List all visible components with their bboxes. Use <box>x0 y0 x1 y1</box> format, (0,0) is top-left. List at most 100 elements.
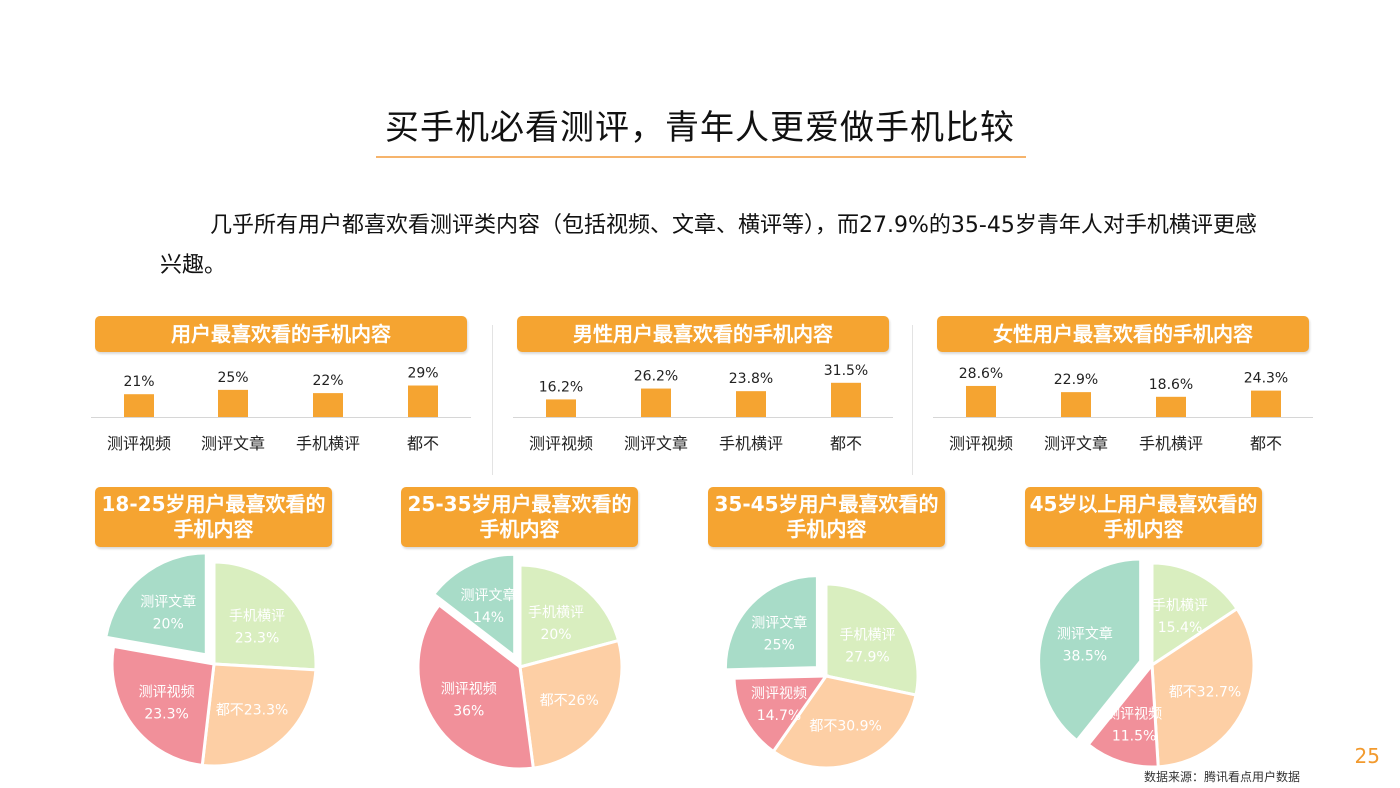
pie-slice-value: 23.3% <box>235 630 279 646</box>
bar <box>313 393 343 417</box>
bar-category-label: 手机横评 <box>296 434 360 453</box>
pie-slice-label: 手机横评 <box>1152 598 1208 614</box>
pie-chart-title-18-25: 18-25岁用户最喜欢看的 手机内容 <box>95 487 332 547</box>
bar-category-label: 测评视频 <box>107 434 171 453</box>
pie-slice-label: 测评视频 <box>751 686 807 702</box>
bar-value-label: 28.6% <box>959 366 1003 382</box>
bar <box>408 385 438 417</box>
pie-slice-value: 25% <box>764 637 795 653</box>
bar-value-label: 26.2% <box>634 369 678 385</box>
pie-slice <box>1086 661 1160 769</box>
bar-category-label: 测评文章 <box>624 434 688 453</box>
bar-value-label: 16.2% <box>539 379 583 395</box>
pie-title-line: 35-45岁用户最喜欢看的 <box>714 492 939 516</box>
pie-slice-value: 36% <box>453 704 484 720</box>
bar <box>1061 392 1091 417</box>
pie-slice-value: 14% <box>473 610 504 626</box>
pie-chart-title-45-plus: 45岁以上用户最喜欢看的 手机内容 <box>1025 487 1262 547</box>
separator <box>492 325 493 475</box>
pie-slice-label: 测评文章 <box>751 614 807 631</box>
pie-slice-label: 都不23.3% <box>216 702 288 718</box>
bar-value-label: 22.9% <box>1054 372 1098 388</box>
pie-slice-value: 20% <box>153 617 184 633</box>
pie-title-line: 18-25岁用户最喜欢看的 <box>101 492 326 516</box>
bar <box>1251 390 1281 417</box>
pie-slice-label: 都不30.9% <box>809 719 881 735</box>
pie-slice-label: 手机横评 <box>839 627 895 643</box>
bar <box>218 389 248 417</box>
pie-slice <box>416 602 535 771</box>
pie-slice-label: 手机横评 <box>528 605 584 621</box>
pie-slice-value: 27.9% <box>845 649 889 665</box>
pie-slice-value: 14.7% <box>757 708 801 724</box>
pie-slice <box>1150 606 1256 769</box>
pie-slice-value: 15.4% <box>1158 620 1202 636</box>
pie-slice <box>771 674 918 770</box>
pie-slice <box>104 551 208 657</box>
pie-slice-value: 20% <box>540 627 571 643</box>
pie-slice <box>110 644 216 767</box>
bar <box>1156 396 1186 417</box>
bar <box>546 399 576 417</box>
intro-paragraph: 几乎所有用户都喜欢看测评类内容（包括视频、文章、横评等），而27.9%的35-4… <box>160 213 1257 278</box>
pie-title-line: 25-35岁用户最喜欢看的 <box>407 492 632 516</box>
pie-slice-label: 测评文章 <box>1057 625 1113 642</box>
data-source-note: 数据来源：腾讯看点用户数据 <box>1143 770 1300 784</box>
bar <box>831 382 861 417</box>
bar-value-label: 31.5% <box>824 363 868 379</box>
pie-slice-value: 38.5% <box>1063 648 1107 664</box>
pie-slice <box>1037 557 1143 743</box>
bar-category-label: 测评视频 <box>949 434 1013 453</box>
bar-value-label: 24.3% <box>1244 371 1288 387</box>
bar-category-label: 测评视频 <box>529 434 593 453</box>
pie-title-line: 手机内容 <box>786 517 867 541</box>
bar-category-label: 手机横评 <box>1139 434 1203 453</box>
pie-slice-value: 11.5% <box>1112 728 1156 744</box>
pie-slice <box>431 552 517 660</box>
pie-slice-label: 都不32.7% <box>1169 684 1241 700</box>
page-number: 25 <box>1354 744 1380 768</box>
bar-chart-title-female: 女性用户最喜欢看的手机内容 <box>937 316 1309 352</box>
pie-slice-label: 测评视频 <box>139 684 195 700</box>
bar-category-label: 都不 <box>1250 434 1282 453</box>
pie-slice <box>824 582 920 697</box>
pie-slice-label: 手机横评 <box>229 608 285 624</box>
bar-value-label: 21% <box>123 374 154 390</box>
bar-value-label: 22% <box>312 373 343 389</box>
pie-slice-label: 测评文章 <box>140 594 196 611</box>
pie-slice <box>723 574 819 672</box>
title-underline <box>376 156 1026 158</box>
bar-category-label: 测评文章 <box>1044 434 1108 453</box>
pie-slice-label: 测评视频 <box>1106 706 1162 722</box>
pie-slice <box>518 638 624 770</box>
page-title: 买手机必看测评，青年人更爱做手机比较 <box>385 108 1015 148</box>
pie-title-line: 45岁以上用户最喜欢看的 <box>1029 492 1258 516</box>
bar-value-label: 18.6% <box>1149 377 1193 393</box>
bar-category-label: 测评文章 <box>201 434 265 453</box>
bar <box>641 388 671 417</box>
bar-chart-title-all: 用户最喜欢看的手机内容 <box>95 316 467 352</box>
bar-value-label: 25% <box>217 370 248 386</box>
bar-category-label: 都不 <box>407 434 439 453</box>
bar-value-label: 29% <box>407 366 438 382</box>
pie-slice-label: 都不26% <box>540 693 599 709</box>
bar <box>966 385 996 417</box>
bar <box>124 394 154 417</box>
pie-slice <box>732 674 829 754</box>
pie-slice-label: 测评文章 <box>461 587 517 604</box>
separator <box>912 325 913 475</box>
pie-slice <box>200 662 318 768</box>
pie-slice-label: 测评视频 <box>441 682 497 698</box>
bar <box>736 391 766 417</box>
pie-slice <box>212 560 318 672</box>
bar-chart-title-male: 男性用户最喜欢看的手机内容 <box>517 316 889 352</box>
bar-category-label: 手机横评 <box>719 434 783 453</box>
pie-chart-title-25-35: 25-35岁用户最喜欢看的 手机内容 <box>401 487 638 547</box>
bar-category-label: 都不 <box>830 434 862 453</box>
pie-slice <box>1150 561 1240 668</box>
pie-title-line: 手机内容 <box>173 517 254 541</box>
pie-chart-title-35-45: 35-45岁用户最喜欢看的 手机内容 <box>708 487 945 547</box>
pie-title-line: 手机内容 <box>1103 517 1184 541</box>
bar-value-label: 23.8% <box>729 371 773 387</box>
